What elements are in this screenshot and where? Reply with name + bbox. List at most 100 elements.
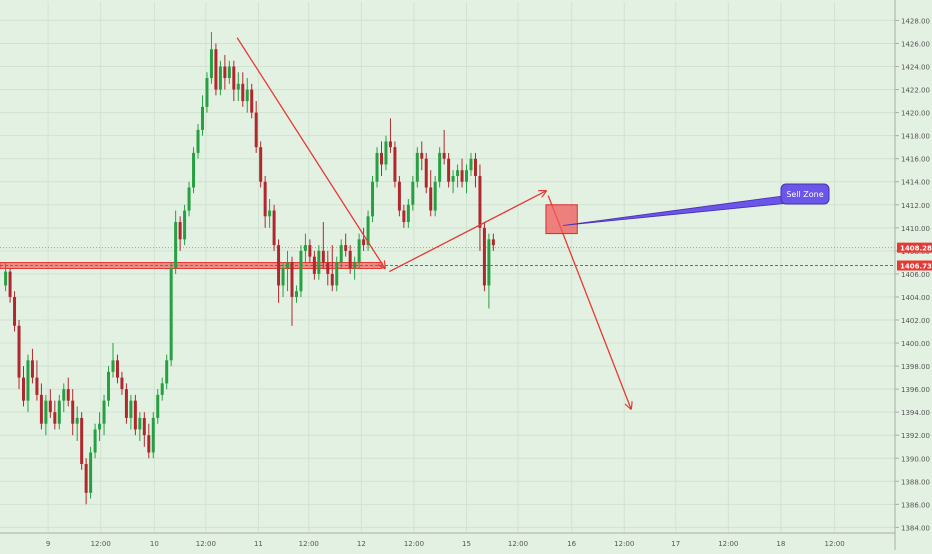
candle-body — [379, 152, 383, 165]
time-tick-label: 12:00 — [614, 540, 634, 548]
candle-body — [107, 371, 111, 401]
candle-body — [465, 170, 469, 182]
candle-body — [236, 83, 240, 90]
candle-body — [460, 170, 464, 182]
candle-body — [478, 175, 482, 228]
candle-body — [388, 141, 392, 148]
candle-body — [456, 170, 460, 176]
candle-body — [156, 394, 160, 418]
candle-body — [169, 268, 173, 361]
candle-body — [178, 222, 182, 240]
candle-body — [39, 394, 43, 424]
candle-body — [21, 377, 25, 401]
candle-body — [26, 360, 30, 401]
time-tick-label: 17 — [671, 540, 680, 548]
candle-body — [268, 210, 272, 217]
price-labels: 1408.28 1406.73 — [897, 242, 932, 271]
candle-body — [317, 250, 321, 274]
candle-body — [259, 147, 263, 182]
candle-body — [66, 389, 70, 401]
candle-body — [48, 400, 52, 413]
candle-body — [205, 78, 209, 107]
candle-body — [241, 83, 245, 102]
time-tick-label: 11 — [254, 540, 263, 548]
candle-body — [218, 66, 222, 90]
candle-body — [196, 129, 200, 153]
candle-body — [335, 262, 339, 286]
candle-body — [290, 262, 294, 297]
candle-body — [321, 250, 325, 263]
candle-body — [348, 250, 352, 269]
candle-body — [482, 227, 486, 286]
candle-body — [491, 239, 495, 246]
candle-body — [451, 175, 455, 182]
candle-body — [353, 262, 357, 269]
candle-body — [93, 429, 97, 453]
candle-body — [111, 360, 115, 372]
candle-body — [447, 158, 451, 182]
candle-body — [286, 262, 290, 269]
price-tick-label: 1426.00 — [901, 40, 930, 48]
candle-body — [406, 204, 410, 223]
price-tick-label: 1392.00 — [901, 432, 930, 440]
candle-body — [254, 112, 258, 148]
price-tick-label: 1404.00 — [901, 294, 930, 302]
price-tick-label: 1402.00 — [901, 317, 930, 325]
time-tick-label: 18 — [776, 540, 785, 548]
price-axis-panel — [895, 0, 932, 550]
trend-arrow — [236, 37, 385, 268]
price-tick-label: 1386.00 — [901, 501, 930, 509]
sell-zone-box — [545, 204, 578, 235]
candle-body — [89, 452, 93, 493]
price-tick-label: 1410.00 — [901, 225, 930, 233]
time-tick-label: 16 — [567, 540, 576, 548]
candle-body — [160, 383, 164, 395]
candle-body — [232, 66, 236, 90]
support-resistance-band — [0, 262, 383, 270]
callout-box — [780, 183, 830, 205]
candle-body — [375, 152, 379, 182]
time-tick-label: 12:00 — [196, 540, 216, 548]
callout-label: Sell Zone — [786, 190, 823, 199]
candle-body — [165, 360, 169, 384]
candle-body — [17, 325, 21, 378]
time-tick-label: 12:00 — [91, 540, 111, 548]
candle-body — [209, 49, 213, 79]
time-tick-label: 10 — [150, 540, 159, 548]
trend-arrow — [389, 191, 546, 273]
price-label-box — [897, 260, 932, 271]
candle-body — [183, 210, 187, 240]
candle-body — [411, 181, 415, 205]
candle-body — [420, 152, 424, 159]
price-tick-label: 1400.00 — [901, 340, 930, 348]
price-tick-label: 1396.00 — [901, 386, 930, 394]
candle-body — [53, 412, 57, 424]
candle-body — [187, 187, 191, 211]
candle-body — [344, 245, 348, 251]
candle-body — [433, 181, 437, 211]
candle-body — [147, 435, 151, 453]
candle-body — [250, 89, 254, 113]
candle-body — [13, 296, 17, 326]
candle-body — [303, 245, 307, 251]
time-tick-label: 12 — [357, 540, 366, 548]
candle-body — [384, 141, 388, 165]
candle-body — [312, 256, 316, 274]
candle-body — [151, 417, 155, 453]
candle-body — [281, 268, 285, 286]
price-tick-label: 1428.00 — [901, 17, 930, 25]
price-tick-label: 1420.00 — [901, 110, 930, 118]
candle-body — [438, 152, 442, 182]
candle-body — [115, 360, 119, 378]
candle-body — [8, 271, 12, 297]
price-tick-label: 1406.00 — [901, 271, 930, 279]
time-tick-label: 12:00 — [718, 540, 738, 548]
candle-body — [71, 400, 75, 424]
price-tick-label: 1398.00 — [901, 363, 930, 371]
candle-body — [362, 239, 366, 246]
candle-body — [263, 181, 267, 217]
candle-body — [142, 417, 146, 436]
time-axis-ticks: 9 12:00 10 12:00 11 12:00 12 12:00 15 12:00 16 12:0… — [46, 540, 845, 548]
candle-body — [424, 158, 428, 188]
